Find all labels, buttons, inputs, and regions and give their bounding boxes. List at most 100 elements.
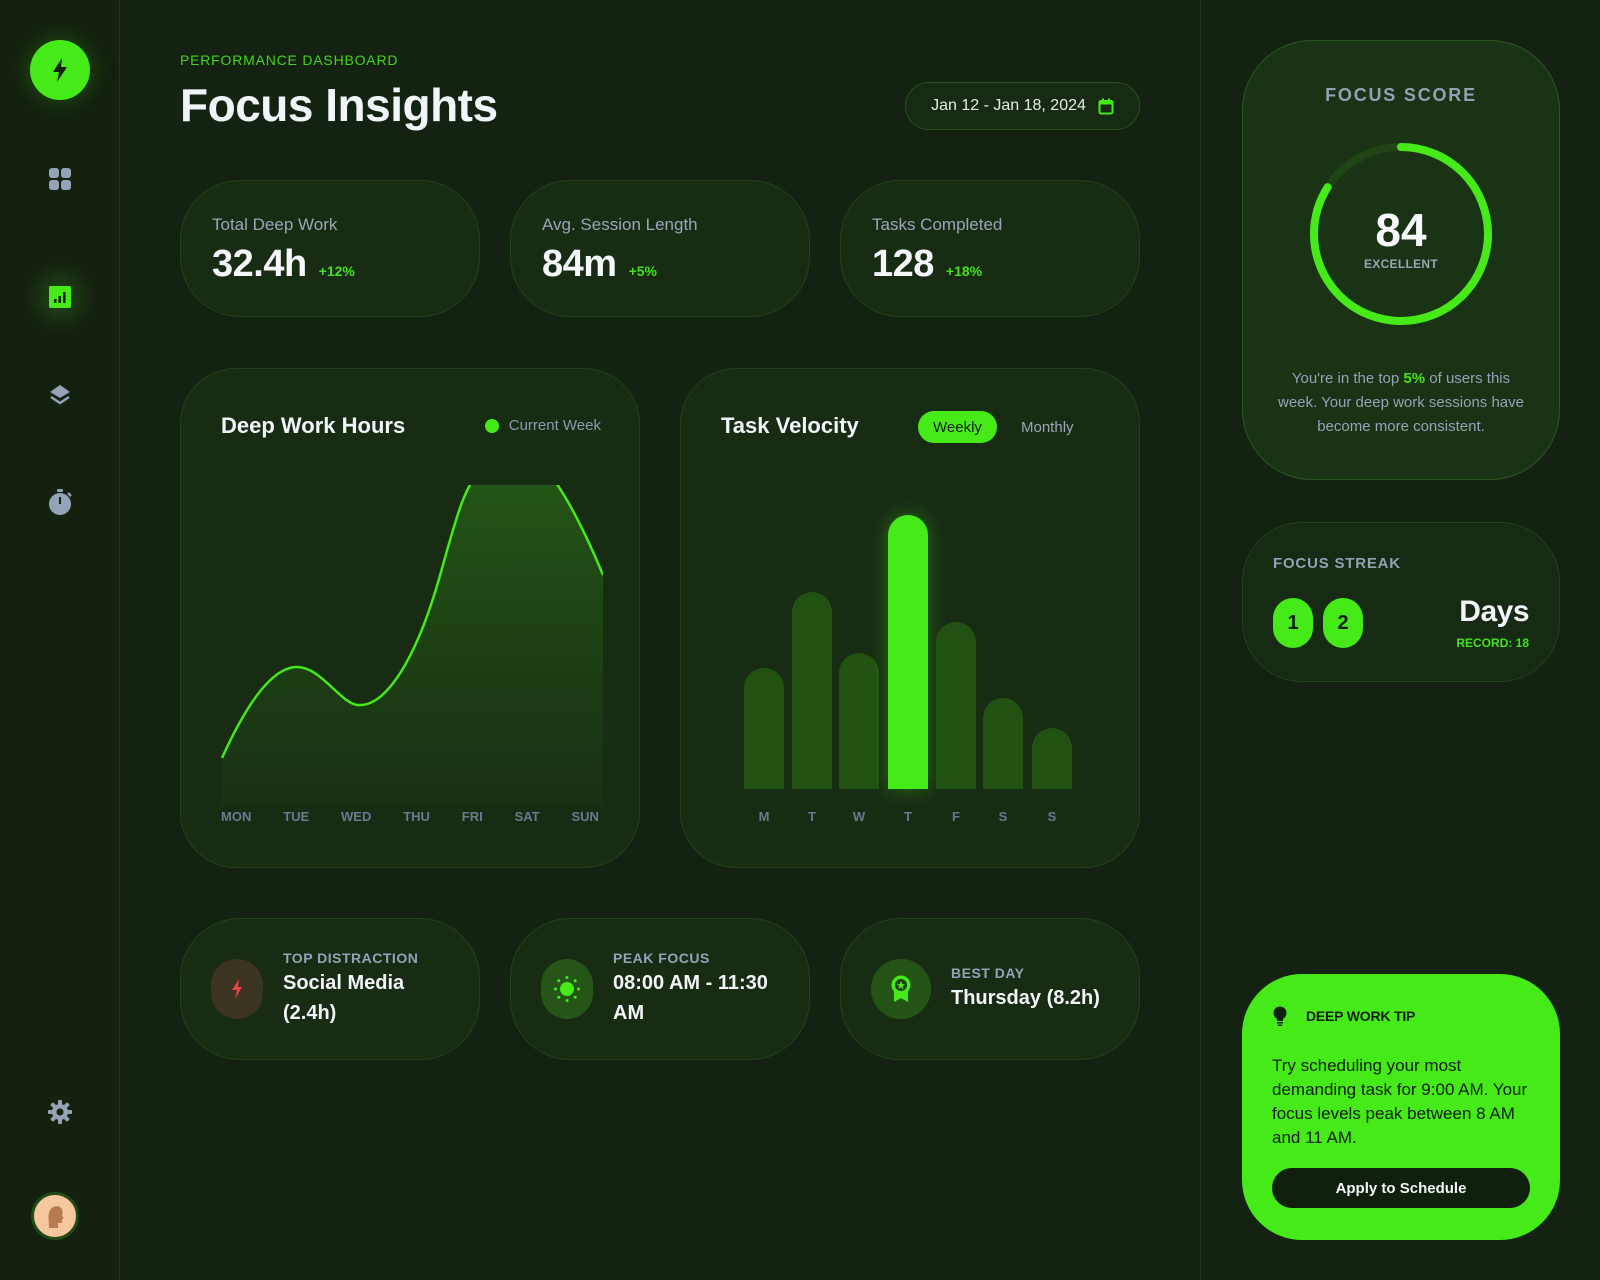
insight-best-day: BEST DAY Thursday (8.2h) xyxy=(840,918,1140,1060)
focus-score-card: FOCUS SCORE 84 EXCELLENT You're in the t… xyxy=(1242,40,1560,480)
app-logo[interactable] xyxy=(30,40,90,100)
bar-sat xyxy=(983,698,1023,789)
focus-score-description: You're in the top 5% of users this week.… xyxy=(1273,367,1529,439)
x-label: WED xyxy=(341,809,372,824)
bar-thu xyxy=(888,515,928,789)
toggle-monthly[interactable]: Monthly xyxy=(1021,418,1074,436)
tip-body: Try scheduling your most demanding task … xyxy=(1272,1056,1528,1147)
legend-dot xyxy=(484,418,499,433)
award-badge-icon xyxy=(891,975,911,1002)
grid-icon xyxy=(49,168,71,190)
peak-focus-icon-badge xyxy=(541,959,593,1019)
focus-score-value: 84 xyxy=(1375,204,1427,256)
stopwatch-icon xyxy=(49,489,72,515)
streak-digit: 2 xyxy=(1323,598,1363,648)
x-label: S xyxy=(1047,809,1057,824)
legend-label: Current Week xyxy=(508,417,601,434)
x-label: W xyxy=(852,809,866,824)
sidebar-item-layers[interactable] xyxy=(35,370,85,420)
distraction-icon-badge xyxy=(211,959,263,1019)
desc-text: You're in the top xyxy=(1291,370,1404,387)
streak-unit: Days xyxy=(1459,595,1529,628)
focus-score-rating: EXCELLENT xyxy=(1363,257,1439,271)
date-range-picker[interactable]: Jan 12 - Jan 18, 2024 xyxy=(905,82,1140,130)
stat-value: 32.4h xyxy=(212,243,307,285)
task-velocity-chart: Task Velocity Weekly Monthly M T W T F S… xyxy=(680,368,1140,868)
page-title: Focus Insights xyxy=(180,79,498,131)
stat-delta: +5% xyxy=(628,263,657,279)
insight-label: PEAK FOCUS xyxy=(613,950,710,966)
insight-value: Social Media (2.4h) xyxy=(283,972,405,1024)
stat-value: 84m xyxy=(542,243,617,285)
apply-to-schedule-button[interactable]: Apply to Schedule xyxy=(1272,1168,1530,1208)
x-label: FRI xyxy=(461,809,483,824)
lightning-bolt-icon xyxy=(53,58,67,82)
x-label: MON xyxy=(221,809,252,824)
stat-delta: +18% xyxy=(945,263,983,279)
deep-work-tip-card: DEEP WORK TIP Try scheduling your most d… xyxy=(1242,974,1560,1240)
x-label: S xyxy=(998,809,1008,824)
x-label: THU xyxy=(403,809,430,824)
deep-work-hours-chart: Deep Work Hours Current Week MON TUE WED… xyxy=(180,368,640,868)
bar-plot xyxy=(744,369,1079,789)
sidebar xyxy=(0,0,120,1280)
lightbulb-icon xyxy=(1273,1006,1287,1026)
x-axis-labels: MON TUE WED THU FRI SAT SUN xyxy=(221,809,599,824)
insight-value: Thursday (8.2h) xyxy=(951,987,1100,1009)
gear-icon xyxy=(48,1100,72,1124)
streak-record: RECORD: 18 xyxy=(1456,636,1529,650)
user-avatar[interactable] xyxy=(31,1192,79,1240)
x-label: T xyxy=(808,809,816,824)
stat-card-tasks-completed: Tasks Completed 128 +18% xyxy=(840,180,1140,317)
insight-peak-focus: PEAK FOCUS 08:00 AM - 11:30 AM xyxy=(510,918,810,1060)
insight-label: TOP DISTRACTION xyxy=(283,950,419,966)
bar-mon xyxy=(744,668,784,789)
stat-card-avg-session: Avg. Session Length 84m +5% xyxy=(510,180,810,317)
chart-title: Task Velocity xyxy=(721,413,859,438)
stat-label: Avg. Session Length xyxy=(542,215,698,234)
desc-highlight: 5% xyxy=(1403,370,1426,387)
sidebar-item-timer[interactable] xyxy=(35,477,85,527)
bar-sun xyxy=(1032,728,1072,789)
chart-title: Deep Work Hours xyxy=(221,413,406,438)
tip-title: DEEP WORK TIP xyxy=(1306,1008,1416,1024)
x-label: TUE xyxy=(283,809,310,824)
x-label: M xyxy=(758,809,770,824)
tip-header: DEEP WORK TIP xyxy=(1272,1006,1415,1026)
toggle-weekly[interactable]: Weekly xyxy=(918,411,997,443)
lightning-bolt-icon xyxy=(232,979,242,999)
x-label: F xyxy=(952,809,960,824)
sidebar-item-dashboard[interactable] xyxy=(35,154,85,204)
insight-label: BEST DAY xyxy=(951,965,1025,981)
stat-label: Total Deep Work xyxy=(212,215,338,234)
insight-top-distraction: TOP DISTRACTION Social Media (2.4h) xyxy=(180,918,480,1060)
best-day-icon-badge xyxy=(871,959,931,1019)
sun-icon xyxy=(554,976,580,1002)
stat-card-total-deep-work: Total Deep Work 32.4h +12% xyxy=(180,180,480,317)
main-content: PERFORMANCE DASHBOARD Focus Insights Jan… xyxy=(120,0,1200,1280)
page-eyebrow: PERFORMANCE DASHBOARD xyxy=(180,52,399,68)
panel-divider xyxy=(1200,0,1201,1280)
focus-streak-title: FOCUS STREAK xyxy=(1273,555,1401,572)
focus-score-title: FOCUS SCORE xyxy=(1325,85,1477,105)
focus-streak-card: FOCUS STREAK 1 2 Days RECORD: 18 xyxy=(1242,522,1560,682)
area-chart-plot xyxy=(221,485,603,805)
x-label: T xyxy=(904,809,912,824)
layers-icon xyxy=(50,385,70,405)
user-avatar-icon xyxy=(48,1206,64,1228)
sidebar-item-analytics[interactable] xyxy=(25,262,95,332)
chart-legend: Current Week xyxy=(484,417,601,434)
x-label: SAT xyxy=(514,809,540,824)
stat-label: Tasks Completed xyxy=(872,215,1003,234)
bar-fri xyxy=(936,622,976,789)
bar-wed xyxy=(839,653,879,789)
settings-button[interactable] xyxy=(35,1087,85,1137)
stat-value: 128 xyxy=(872,243,934,285)
desc-text: of users this week. Your deep work sessi… xyxy=(1278,370,1524,435)
date-range-label: Jan 12 - Jan 18, 2024 xyxy=(931,97,1086,114)
calendar-icon xyxy=(1098,98,1114,114)
insight-value: 08:00 AM - 11:30 AM xyxy=(613,972,768,1024)
streak-digit: 1 xyxy=(1273,598,1313,648)
focus-score-ring xyxy=(1310,143,1492,325)
stat-delta: +12% xyxy=(318,263,355,279)
